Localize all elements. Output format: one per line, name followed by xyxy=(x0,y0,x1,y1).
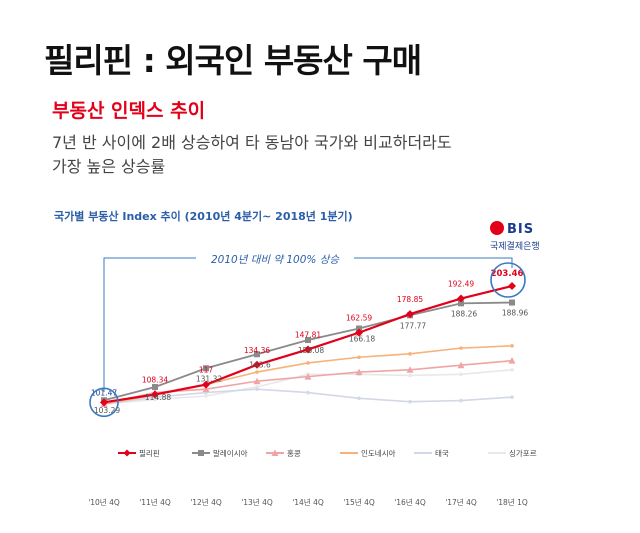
legend-label-5: 싱가포르 xyxy=(509,448,537,458)
data-label-philippines-1: 108.34 xyxy=(142,375,168,384)
point-0-0 xyxy=(100,398,108,407)
point-4-6 xyxy=(408,399,412,404)
data-label-malaysia-5: 166.18 xyxy=(349,335,375,344)
bis-name: BIS xyxy=(490,218,540,237)
point-5-7 xyxy=(459,372,463,377)
data-label-philippines-2: 117 xyxy=(199,366,214,375)
x-tick-label-7: '17년 4Q xyxy=(445,497,477,507)
description: 7년 반 사이에 2배 상승하여 타 동남아 국가와 비교하더라도 가장 높은 … xyxy=(52,131,452,179)
x-tick-label-4: '14년 4Q xyxy=(292,497,324,507)
description-line-1: 7년 반 사이에 2배 상승하여 타 동남아 국가와 비교하더라도 xyxy=(52,133,452,152)
point-2-4 xyxy=(304,373,312,380)
annotation-bracket xyxy=(103,257,513,392)
point-3-8 xyxy=(510,344,514,348)
legend-label-2: 홍콩 xyxy=(287,448,301,458)
point-4-4 xyxy=(306,390,310,395)
data-label-malaysia-4: 156.08 xyxy=(298,346,324,355)
point-1-1 xyxy=(152,384,158,391)
page-title: 필리핀 : 외국인 부동산 구매 xyxy=(44,41,422,80)
x-tick-label-3: '13년 4Q xyxy=(241,497,273,507)
point-2-5 xyxy=(355,368,363,376)
annotation-text: 2010년 대비 약 100% 상승 xyxy=(211,254,340,266)
point-2-6 xyxy=(406,366,414,373)
x-tick-label-0: '10년 4Q xyxy=(88,497,120,507)
x-tick-label-2: '12년 4Q xyxy=(190,497,222,507)
highlight-circle-end xyxy=(490,262,526,298)
point-0-3 xyxy=(253,360,261,369)
point-2-3 xyxy=(253,377,261,385)
point-4-5 xyxy=(357,396,361,401)
legend-label-1: 말레이시아 xyxy=(213,448,248,458)
point-0-7 xyxy=(457,294,465,303)
series-line-0 xyxy=(103,284,513,404)
data-label-malaysia-0: 103.29 xyxy=(94,406,120,415)
legend-marker-2 xyxy=(271,449,279,456)
point-1-5 xyxy=(356,325,362,332)
data-label-malaysia-3: 143.6 xyxy=(249,360,271,369)
point-5-2 xyxy=(204,394,208,398)
legend-label-0: 필리핀 xyxy=(139,448,160,458)
point-1-4 xyxy=(305,337,311,344)
bis-logo: BIS 국제결제은행 xyxy=(490,218,540,252)
x-tick-label-8: '18년 1Q xyxy=(496,497,528,507)
data-label-philippines-3: 134.36 xyxy=(244,346,270,355)
point-0-4 xyxy=(304,345,312,354)
data-label-philippines-6: 178.85 xyxy=(397,295,423,304)
data-label-malaysia-6: 177.77 xyxy=(400,321,426,330)
point-1-3 xyxy=(254,351,260,358)
point-3-3 xyxy=(255,370,259,374)
point-4-7 xyxy=(459,398,463,403)
legend-label-4: 태국 xyxy=(435,449,449,458)
section-subtitle: 부동산 인덱스 추이 xyxy=(52,100,206,122)
point-3-6 xyxy=(408,352,412,356)
data-label-philippines-5: 162.59 xyxy=(346,314,372,323)
point-3-7 xyxy=(459,346,463,350)
point-4-8 xyxy=(510,395,514,399)
point-0-8 xyxy=(508,282,516,290)
point-2-8 xyxy=(508,357,516,364)
data-label-philippines-7: 192.49 xyxy=(448,280,474,289)
point-0-6 xyxy=(406,310,414,319)
point-3-5 xyxy=(357,355,361,360)
point-0-5 xyxy=(355,328,363,337)
bis-sub-label: 국제결제은행 xyxy=(490,242,540,252)
data-label-malaysia-8: 188.96 xyxy=(502,309,528,318)
x-tick-label-1: '11년 4Q xyxy=(139,497,171,507)
data-label-malaysia-7: 188.26 xyxy=(451,309,477,318)
annotation-background xyxy=(196,249,354,267)
x-tick-label-5: '15년 4Q xyxy=(343,497,375,507)
point-3-4 xyxy=(306,361,310,365)
point-2-7 xyxy=(457,361,465,369)
data-label-philippines-4: 147.81 xyxy=(295,330,321,339)
description-line-2: 가장 높은 상승률 xyxy=(52,157,166,176)
legend-label-3: 인도네시아 xyxy=(361,448,396,458)
data-label-philippines-8: 203.46 xyxy=(491,269,524,279)
point-2-2 xyxy=(202,385,210,393)
point-5-6 xyxy=(408,373,412,378)
point-5-8 xyxy=(510,367,514,372)
chart-title: 국가별 부동산 Index 추이 (2010년 4분기~ 2018년 1분기) xyxy=(54,210,353,223)
point-0-2 xyxy=(202,380,210,389)
highlight-circle-start xyxy=(89,387,119,418)
data-label-malaysia-1: 114.88 xyxy=(145,393,171,402)
data-label-philippines-0: 101.47 xyxy=(91,388,117,397)
point-1-2 xyxy=(203,365,209,372)
data-label-malaysia-2: 131.32 xyxy=(196,374,222,383)
point-1-7 xyxy=(458,300,464,307)
point-0-1 xyxy=(151,390,159,399)
x-tick-label-6: '16년 4Q xyxy=(394,497,426,507)
legend-marker-1 xyxy=(198,450,204,456)
point-1-8 xyxy=(509,299,515,306)
point-4-3 xyxy=(255,387,259,391)
legend-marker-0 xyxy=(123,449,131,457)
bis-mark-icon xyxy=(490,221,504,235)
